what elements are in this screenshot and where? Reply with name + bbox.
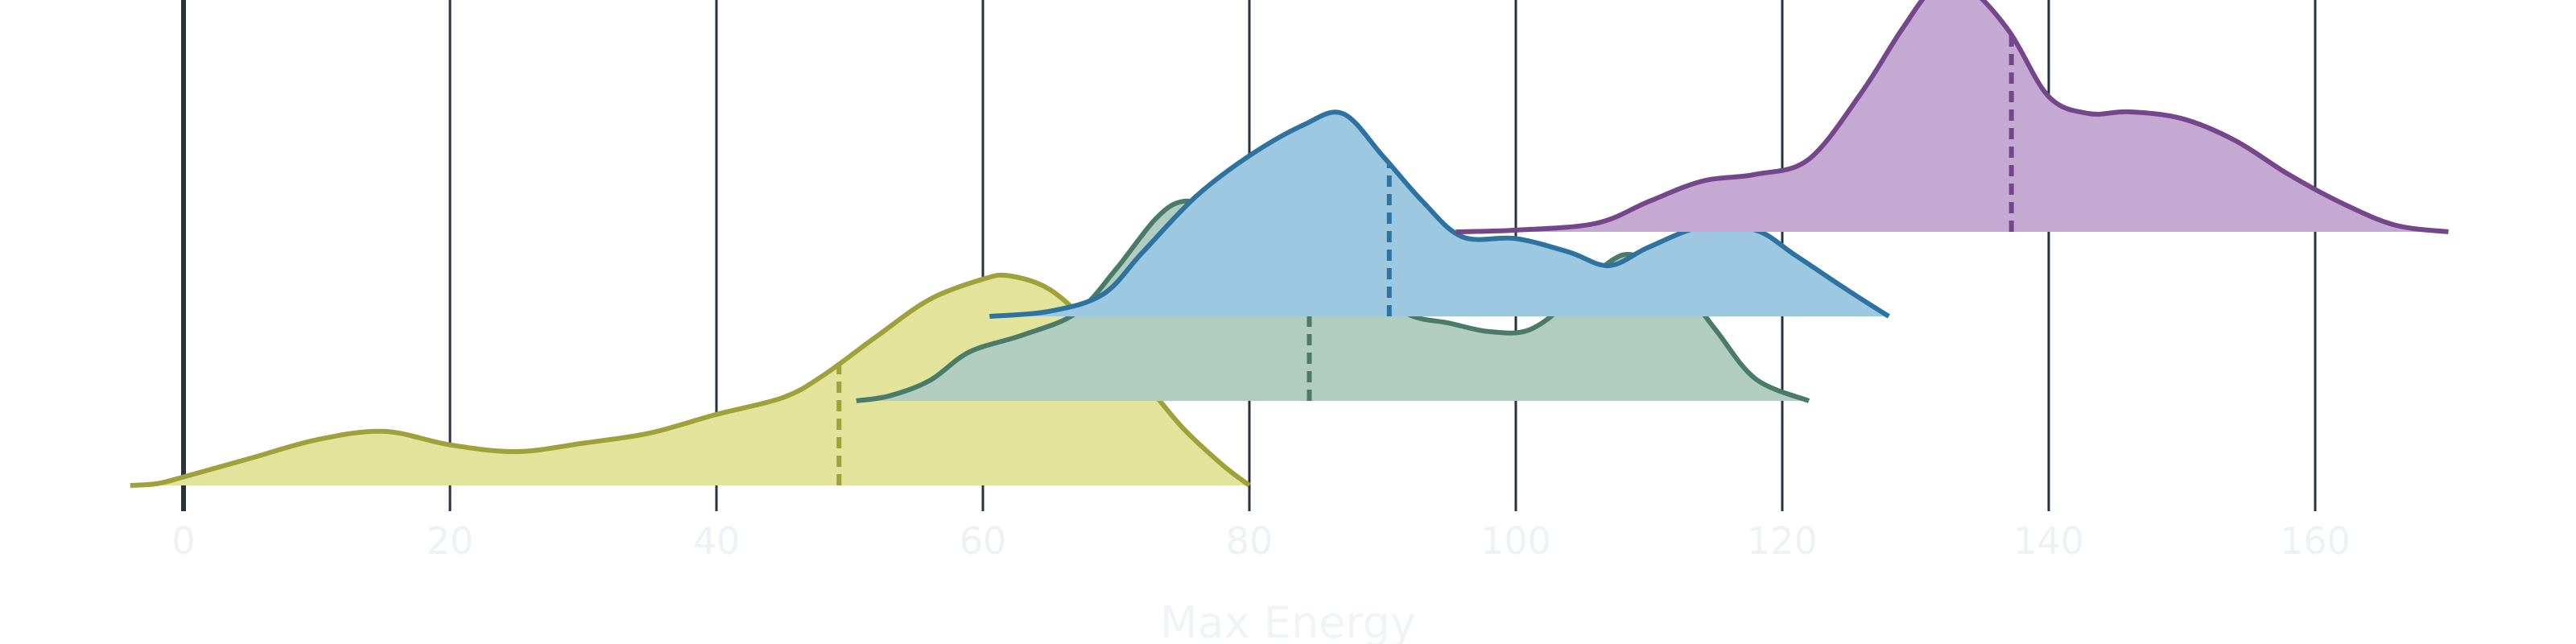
x-tick-label-0: 0 [171,519,195,563]
ridge-blue-area [989,112,1889,316]
density-ridges [130,0,2449,488]
x-tick-label-80: 80 [1226,519,1274,563]
x-tick-label-140: 140 [2013,519,2084,563]
ridge-purple-outline [1455,0,2449,234]
x-tick-label-40: 40 [693,519,741,563]
ridge-purple [1455,0,2449,234]
ridge-purple-area [1455,0,2449,232]
ridge-olive-area [130,275,1249,485]
x-tick-label-20: 20 [427,519,474,563]
x-tick-label-100: 100 [1480,519,1551,563]
x-tick-label-160: 160 [2280,519,2351,563]
x-axis-title: Max Energy [1160,597,1416,644]
x-tick-label-120: 120 [1747,519,1818,563]
x-axis-ticks: 0 20 40 60 80 100 120 140 160 [171,519,2351,563]
x-tick-label-60: 60 [960,519,1007,563]
